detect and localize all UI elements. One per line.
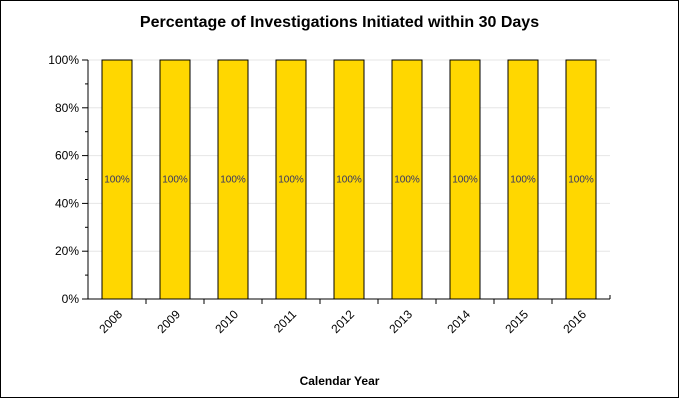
bar-2012 [333,59,365,300]
bar-2008 [101,59,133,300]
x-tick-label-2013: 2013 [386,307,415,336]
bar-2013 [391,59,423,300]
labels: 0% 20% 40% 60% 80% 100% 100% 2008 100% 2009 100% 20… [48,53,594,336]
data-label-2009: 100% [162,175,188,186]
y-tick-label: 60% [55,149,79,163]
bar-2010 [217,59,249,300]
y-tick-label: 100% [48,53,79,67]
data-label-2012: 100% [336,175,362,186]
axes [82,59,611,304]
x-tick-label-2008: 2008 [96,307,125,336]
y-tick-label: 80% [55,101,79,115]
x-tick-label-2010: 2010 [212,307,241,336]
data-label-2010: 100% [220,175,246,186]
x-tick-label-2015: 2015 [502,307,531,336]
y-tick-label: 0% [62,292,80,306]
bar-2015 [507,59,539,300]
x-tick-label-2011: 2011 [271,307,299,335]
x-tick-label-2009: 2009 [154,307,183,336]
data-label-2008: 100% [104,175,130,186]
x-tick-label-2014: 2014 [444,307,473,336]
bar-2014 [449,59,481,300]
y-tick-label: 40% [55,196,79,210]
bar-2011 [275,59,307,300]
y-tick-label: 20% [55,244,79,258]
data-label-2014: 100% [452,175,478,186]
bar-2016 [565,59,597,300]
bar-2009 [159,59,191,300]
data-label-2015: 100% [510,175,536,186]
data-label-2011: 100% [278,175,304,186]
data-label-2016: 100% [568,175,594,186]
x-tick-label-2016: 2016 [560,307,589,336]
data-label-2013: 100% [394,175,420,186]
x-axis-title: Calendar Year [299,374,380,388]
chart-title: Percentage of Investigations Initiated w… [139,14,540,31]
x-tick-label-2012: 2012 [328,307,357,336]
bars [101,59,597,300]
